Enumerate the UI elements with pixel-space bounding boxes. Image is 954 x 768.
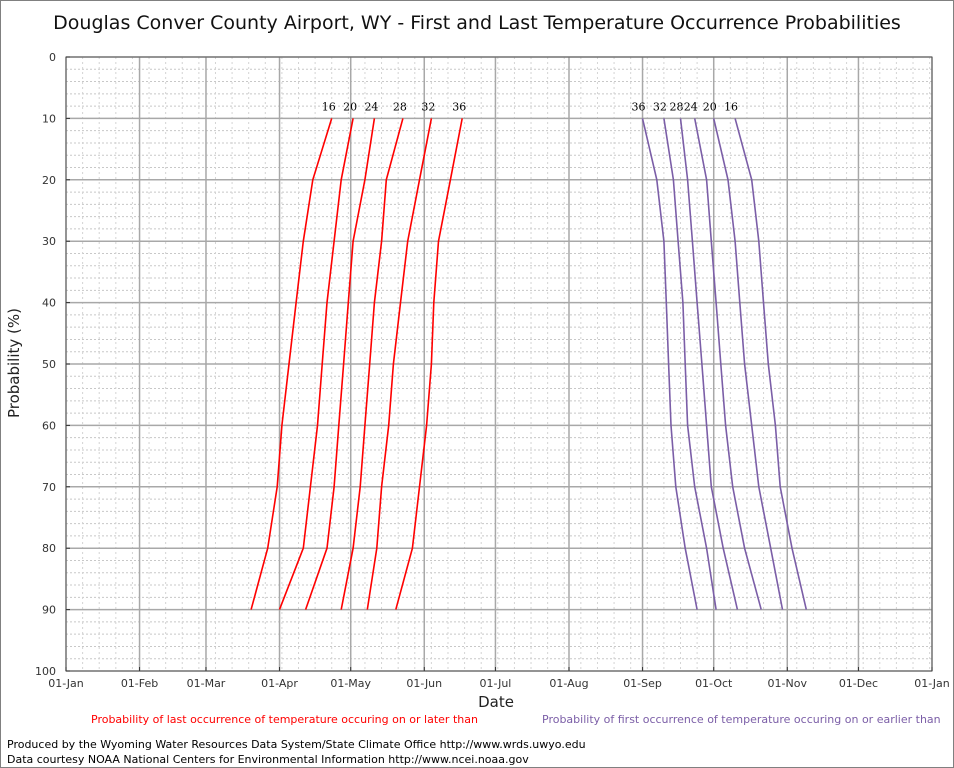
y-tick-label: 30 bbox=[42, 235, 56, 248]
last-curve-label-28: 28 bbox=[393, 100, 407, 113]
x-tick-label: 01-Dec bbox=[839, 677, 878, 690]
y-tick-label: 70 bbox=[42, 481, 56, 494]
y-tick-label: 80 bbox=[42, 542, 56, 555]
x-tick-label: 01-Jan bbox=[914, 677, 950, 690]
first-curve-label-36: 36 bbox=[632, 100, 646, 113]
first-occurrence-line-36 bbox=[641, 118, 698, 610]
credit-data-source: Data courtesy NOAA National Centers for … bbox=[7, 753, 529, 766]
x-tick-label: 01-Apr bbox=[261, 677, 298, 690]
x-tick-label: 01-Mar bbox=[187, 677, 226, 690]
last-curve-label-36: 36 bbox=[452, 100, 466, 113]
y-tick-label: 100 bbox=[35, 665, 56, 678]
last-occurrence-line-24 bbox=[304, 118, 376, 610]
first-occurrence-line-20 bbox=[712, 118, 784, 610]
x-tick-label: 01-Feb bbox=[121, 677, 158, 690]
first-curve-label-16: 16 bbox=[724, 100, 738, 113]
x-tick-label: 01-Jun bbox=[406, 677, 442, 690]
first-occurrence-line-16 bbox=[734, 118, 808, 610]
y-tick-label: 60 bbox=[42, 419, 56, 432]
first-occurrence-line-32 bbox=[663, 118, 717, 610]
last-curve-label-24: 24 bbox=[364, 100, 378, 113]
y-axis-label: Probability (%) bbox=[5, 307, 23, 419]
first-occurrence-line-28 bbox=[679, 118, 739, 610]
last-curve-label-20: 20 bbox=[343, 100, 357, 113]
last-occurrence-line-28 bbox=[340, 118, 404, 610]
y-tick-label: 40 bbox=[42, 297, 56, 310]
last-occurrence-line-20 bbox=[278, 118, 354, 610]
last-occurrence-line-16 bbox=[250, 118, 333, 610]
x-tick-label: 01-Aug bbox=[549, 677, 588, 690]
y-tick-label: 20 bbox=[42, 174, 56, 187]
x-tick-label: 01-Jul bbox=[480, 677, 512, 690]
first-curve-label-24: 24 bbox=[684, 100, 698, 113]
last-occurrence-line-32 bbox=[366, 118, 433, 610]
first-occurrence-line-24 bbox=[693, 118, 762, 610]
y-tick-label: 0 bbox=[49, 51, 56, 64]
first-curve-label-32: 32 bbox=[653, 100, 667, 113]
y-tick-label: 50 bbox=[42, 358, 56, 371]
x-tick-label: 01-Nov bbox=[768, 677, 808, 690]
legend-last-occurrence: Probability of last occurrence of temper… bbox=[91, 713, 478, 726]
y-tick-label: 90 bbox=[42, 604, 56, 617]
x-tick-label: 01-Sep bbox=[623, 677, 662, 690]
first-curve-label-20: 20 bbox=[703, 100, 717, 113]
y-tick-label: 10 bbox=[42, 112, 56, 125]
x-tick-label: 01-Jan bbox=[48, 677, 84, 690]
last-curve-label-32: 32 bbox=[421, 100, 435, 113]
chart-title: Douglas Conver County Airport, WY - Firs… bbox=[53, 12, 901, 34]
legend-first-occurrence: Probability of first occurrence of tempe… bbox=[542, 713, 941, 726]
x-tick-label: 01-Oct bbox=[695, 677, 733, 690]
last-curve-label-16: 16 bbox=[322, 100, 336, 113]
credit-producer: Produced by the Wyoming Water Resources … bbox=[7, 738, 586, 751]
x-tick-label: 01-May bbox=[330, 677, 371, 690]
x-axis-label: Date bbox=[478, 693, 514, 711]
first-curve-label-28: 28 bbox=[670, 100, 684, 113]
last-occurrence-line-36 bbox=[395, 118, 463, 610]
